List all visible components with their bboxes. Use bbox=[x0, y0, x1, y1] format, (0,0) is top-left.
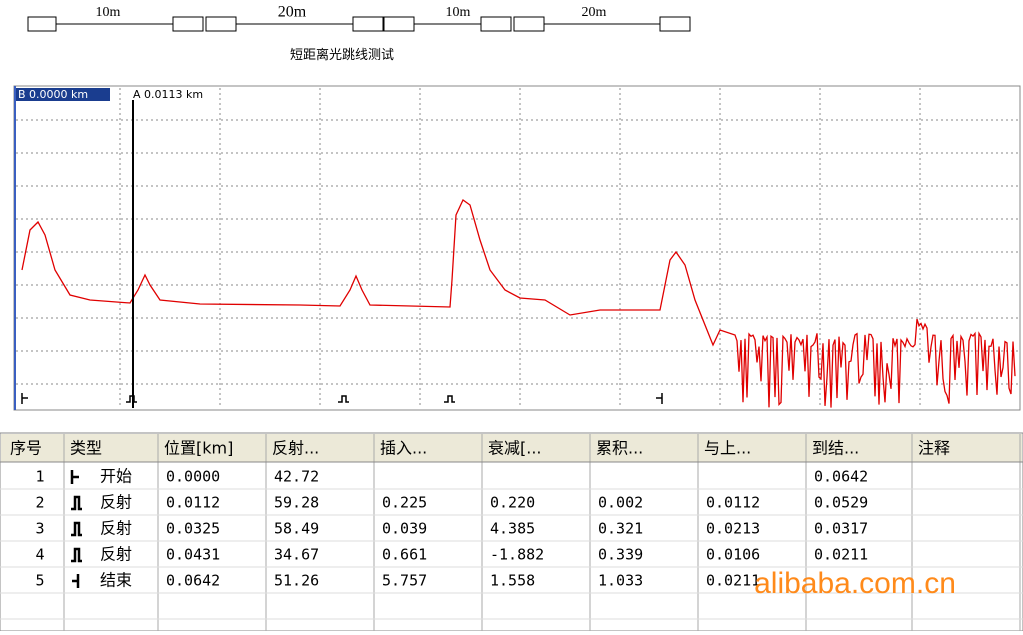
table-cell: 59.28 bbox=[274, 494, 319, 512]
segment-label: 20m bbox=[582, 5, 607, 20]
event-type-icon bbox=[71, 495, 82, 511]
row-index: 5 bbox=[35, 572, 44, 590]
table-cell: 5.757 bbox=[382, 572, 427, 590]
row-index: 1 bbox=[35, 468, 44, 486]
table-cell: 1.033 bbox=[598, 572, 643, 590]
column-header: 序号 bbox=[10, 439, 42, 458]
table-cell: 0.339 bbox=[598, 546, 643, 564]
watermark: alibaba.com.cn bbox=[754, 567, 956, 600]
column-header: 注释 bbox=[918, 439, 950, 458]
table-cell: 0.0112 bbox=[166, 494, 220, 512]
column-header: 累积... bbox=[596, 439, 643, 458]
header-row bbox=[1, 434, 1022, 462]
table-cell: 0.321 bbox=[598, 520, 643, 538]
column-header: 插入... bbox=[380, 439, 427, 458]
table-cell: 0.0317 bbox=[814, 520, 868, 538]
table-cell: 0.0213 bbox=[706, 520, 760, 538]
segment-label: 20m bbox=[278, 4, 307, 21]
table-cell: 0.0642 bbox=[814, 468, 868, 486]
table-cell: 1.558 bbox=[490, 572, 535, 590]
event-type: 反射 bbox=[100, 519, 132, 538]
column-header: 位置[km] bbox=[164, 439, 233, 458]
link-diagram bbox=[27, 16, 691, 32]
event-type-icon bbox=[70, 470, 79, 484]
table-cell: 42.72 bbox=[274, 468, 319, 486]
event-type-icon bbox=[71, 547, 82, 563]
table-cell: 0.225 bbox=[382, 494, 427, 512]
column-header: 反射... bbox=[272, 439, 319, 458]
column-header: 到结... bbox=[812, 439, 859, 458]
event-type: 反射 bbox=[100, 493, 132, 512]
table-cell: 0.0000 bbox=[166, 468, 220, 486]
column-header: 衰减[... bbox=[488, 439, 542, 458]
event-type-icon bbox=[71, 521, 82, 537]
table-cell: 0.0642 bbox=[166, 572, 220, 590]
row-index: 4 bbox=[35, 546, 44, 564]
cursor-b-highlight bbox=[16, 88, 110, 101]
table-cell: 0.0431 bbox=[166, 546, 220, 564]
table-cell: 0.0112 bbox=[706, 494, 760, 512]
table-cell: 0.0106 bbox=[706, 546, 760, 564]
grid bbox=[16, 88, 1018, 408]
event-type: 开始 bbox=[100, 467, 132, 486]
column-header: 类型 bbox=[70, 439, 102, 458]
event-table bbox=[0, 432, 1023, 632]
segment-label: 10m bbox=[96, 5, 121, 20]
table-cell: 4.385 bbox=[490, 520, 535, 538]
table-cell: 0.220 bbox=[490, 494, 535, 512]
table-cell: 0.0211 bbox=[814, 546, 868, 564]
event-type-icon bbox=[72, 574, 80, 588]
table-cell: 51.26 bbox=[274, 572, 319, 590]
table-cell: 0.039 bbox=[382, 520, 427, 538]
table-cell: 0.0211 bbox=[706, 572, 760, 590]
event-type: 结束 bbox=[100, 571, 132, 590]
table-cell: 34.67 bbox=[274, 546, 319, 564]
table-cell: 0.0325 bbox=[166, 520, 220, 538]
cursor-a-label: A 0.0113 km bbox=[133, 88, 203, 101]
caption: 短距离光跳线测试 bbox=[290, 47, 394, 62]
event-markers bbox=[21, 393, 663, 404]
otdr-trace bbox=[21, 199, 1016, 408]
row-index: 3 bbox=[35, 520, 44, 538]
trace-panel bbox=[13, 85, 1021, 411]
table-cell: 0.002 bbox=[598, 494, 643, 512]
event-type: 反射 bbox=[100, 545, 132, 564]
table-cell: 0.0529 bbox=[814, 494, 868, 512]
segment-label: 10m bbox=[446, 5, 471, 20]
row-index: 2 bbox=[35, 494, 44, 512]
cursor-b-label: B 0.0000 km bbox=[18, 88, 88, 101]
column-header: 与上... bbox=[704, 439, 751, 458]
table-cell: 0.661 bbox=[382, 546, 427, 564]
table-cell: -1.882 bbox=[490, 546, 544, 564]
table-cell: 58.49 bbox=[274, 520, 319, 538]
